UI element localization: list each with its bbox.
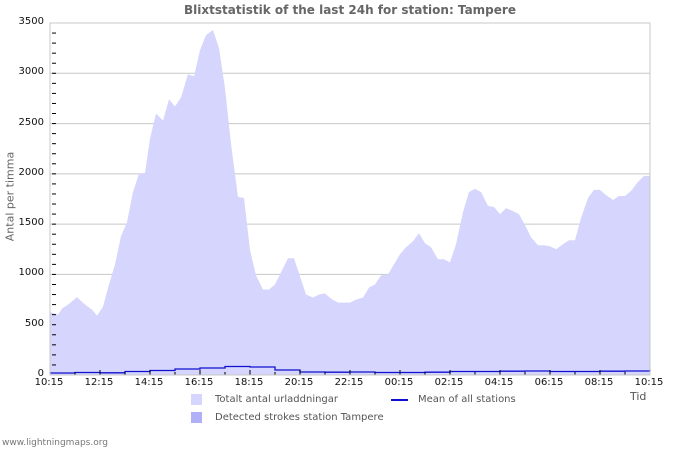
- legend-swatch-mean: [391, 398, 408, 401]
- plot-frame: [49, 22, 651, 376]
- x-tick-label: 06:15: [534, 377, 564, 388]
- legend-label-mean: Mean of all stations: [418, 394, 516, 405]
- x-axis-title: Tid: [630, 390, 647, 403]
- legend-total: Totalt antal urladdningar: [191, 394, 338, 405]
- x-tick-label: 14:15: [134, 377, 164, 388]
- axis-ticks: [52, 32, 626, 375]
- y-tick-label: 3000: [18, 66, 44, 78]
- legend-swatch-total: [191, 394, 202, 405]
- y-tick-label: 3500: [18, 16, 44, 27]
- x-tick-label: 22:15: [334, 377, 364, 388]
- x-tick-label: 04:15: [484, 377, 514, 388]
- y-tick-label: 1000: [18, 267, 44, 279]
- y-tick-label: 0: [37, 368, 44, 379]
- y-axis-title: Antal per timma: [3, 151, 17, 242]
- x-tick-label: 16:15: [184, 377, 214, 388]
- x-tick-label: 10:15: [34, 377, 64, 388]
- footer-source-link[interactable]: www.lightningmaps.org: [2, 438, 108, 448]
- y-tick-label: 2000: [18, 166, 44, 178]
- legend-label-total: Totalt antal urladdningar: [215, 394, 339, 405]
- y-tick-label: 500: [24, 317, 44, 329]
- x-tick-label: 20:15: [284, 377, 314, 388]
- x-tick-label: 02:15: [434, 377, 464, 388]
- legend-station: Detected strokes station Tampere: [191, 412, 384, 423]
- x-tick-label: 10:15: [634, 377, 664, 388]
- legend-label-station: Detected strokes station Tampere: [215, 412, 384, 423]
- total-discharges-area: [50, 30, 650, 375]
- y-tick-label: 2500: [18, 116, 44, 128]
- legend-mean: Mean of all stations: [391, 394, 516, 405]
- legend-swatch-station: [191, 412, 202, 423]
- x-tick-label: 12:15: [84, 377, 114, 388]
- x-tick-label: 08:15: [584, 377, 614, 388]
- y-tick-label: 1500: [18, 217, 44, 229]
- x-tick-label: 18:15: [234, 377, 264, 388]
- x-tick-label: 00:15: [384, 377, 414, 388]
- chart-title: Blixtstatistik of the last 24h for stati…: [184, 3, 516, 17]
